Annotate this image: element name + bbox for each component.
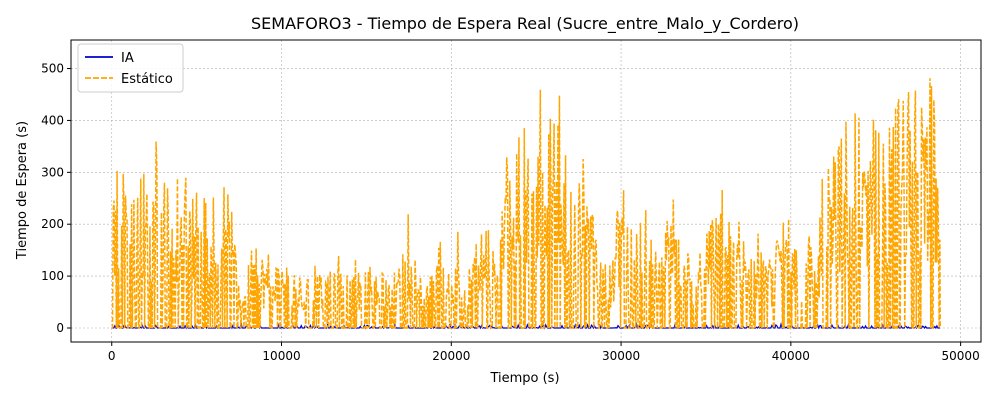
legend-box [77, 43, 184, 93]
x-tick-label: 0 [108, 349, 116, 363]
x-tick-label: 10000 [262, 349, 300, 363]
legend-label-estatico: Estático [121, 72, 173, 87]
x-axis-label: Tiempo (s) [489, 371, 559, 386]
x-tick-label: 40000 [772, 349, 810, 363]
y-tick-label: 500 [41, 62, 64, 76]
y-tick-label: 200 [41, 217, 64, 231]
series-estatico-line [111, 78, 941, 329]
x-tick-label: 50000 [942, 349, 980, 363]
y-axis: 0 100 200 300 400 500 [41, 62, 71, 335]
chart-title: SEMAFORO3 - Tiempo de Espera Real (Sucre… [251, 14, 799, 34]
series-layer [111, 78, 941, 330]
y-axis-label: Tiempo de Espera (s) [15, 121, 30, 260]
y-tick-label: 100 [41, 269, 64, 283]
y-tick-label: 300 [41, 165, 64, 179]
x-tick-label: 30000 [602, 349, 640, 363]
x-axis: 0 10000 20000 30000 40000 50000 [108, 342, 980, 363]
legend-label-ia: IA [121, 51, 134, 66]
plot-area-frame [70, 39, 982, 343]
y-tick-label: 0 [56, 321, 64, 335]
y-tick-label: 400 [41, 113, 64, 127]
x-tick-label: 20000 [432, 349, 470, 363]
legend: IA Estático [77, 43, 184, 93]
